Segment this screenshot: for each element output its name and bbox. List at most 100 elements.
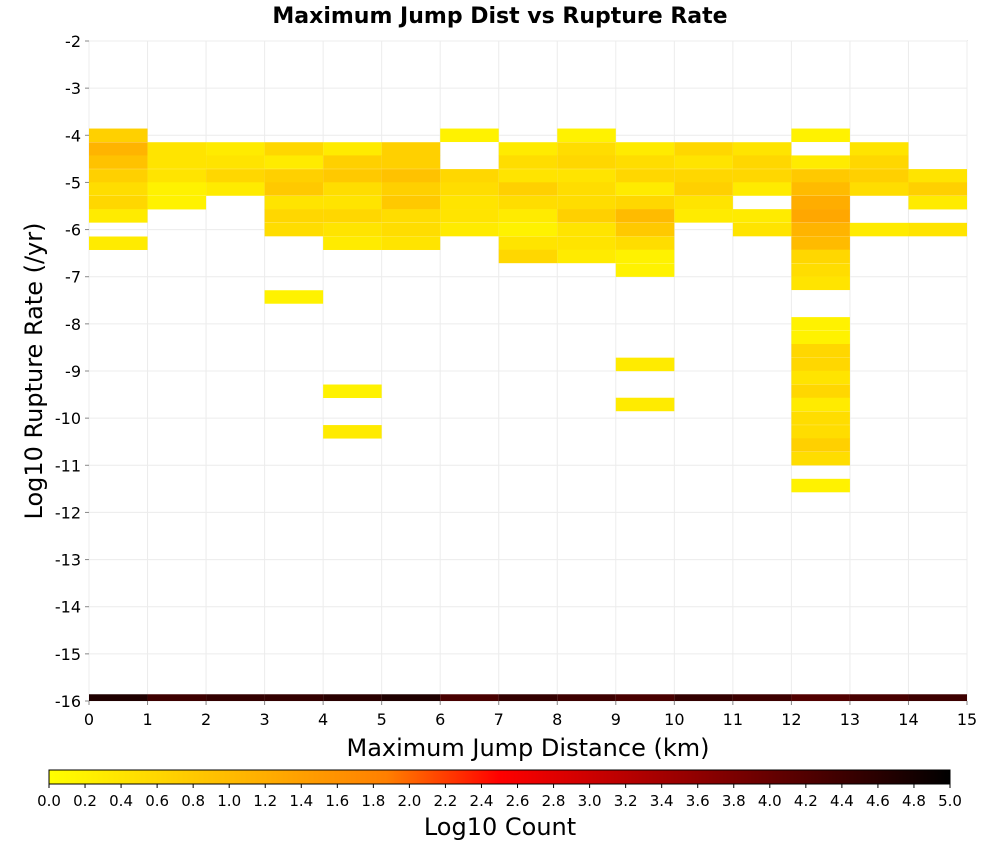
heatmap-cell	[440, 222, 499, 237]
x-tick-label: 12	[781, 710, 801, 729]
heatmap-cell	[440, 694, 499, 701]
heatmap-cell	[674, 142, 733, 156]
heatmap-cell	[323, 425, 382, 439]
heatmap-cell	[791, 169, 850, 183]
heatmap-cell	[381, 694, 441, 701]
heatmap-cell	[206, 142, 265, 156]
colorbar-tick-label: 5.0	[938, 792, 962, 810]
heatmap-cell	[732, 142, 792, 156]
heatmap-cell	[791, 128, 850, 143]
heatmap-cell	[323, 236, 382, 250]
heatmap-cell	[498, 209, 558, 223]
heatmap-cell	[791, 209, 850, 223]
colorbar-tick-label: 3.6	[686, 792, 710, 810]
colorbar-tick-label: 0.8	[181, 792, 205, 810]
colorbar	[48, 769, 951, 785]
heatmap-cell	[557, 236, 616, 250]
heatmap-cell	[147, 694, 207, 701]
x-tick-label: 7	[494, 710, 504, 729]
heatmap-cell	[323, 209, 382, 223]
heatmap-cell	[791, 249, 850, 264]
heatmap-cell	[89, 142, 148, 156]
heatmap-cell	[849, 155, 909, 169]
heatmap-cell	[264, 142, 324, 156]
heatmap-cell	[791, 397, 850, 412]
y-tick-label: -13	[55, 551, 81, 570]
heatmap-cell	[206, 155, 265, 169]
colorbar-tick-label: 1.2	[253, 792, 277, 810]
heatmap-cell	[557, 155, 616, 169]
heatmap-cell	[264, 155, 324, 169]
heatmap-cell	[498, 694, 558, 701]
heatmap-cell	[908, 195, 967, 210]
heatmap-cell	[791, 411, 850, 425]
heatmap-cell	[732, 209, 792, 223]
heatmap-cell	[615, 357, 675, 372]
heatmap-cell	[323, 182, 382, 196]
heatmap-cell	[557, 142, 616, 156]
heatmap-cell	[264, 209, 324, 223]
heatmap-cell	[381, 142, 441, 156]
y-tick-label: -14	[55, 598, 81, 617]
heatmap-cell	[498, 222, 558, 237]
heatmap-cells	[89, 128, 967, 701]
heatmap-cell	[89, 128, 148, 143]
x-tick-label: 15	[957, 710, 977, 729]
heatmap-cell	[323, 169, 382, 183]
colorbar-tick-label: 4.8	[902, 792, 926, 810]
colorbar-tick-label: 1.0	[217, 792, 241, 810]
colorbar-tick-label: 2.0	[397, 792, 421, 810]
heatmap-cell	[498, 236, 558, 250]
x-tick-label: 2	[201, 710, 211, 729]
heatmap-cell	[732, 169, 792, 183]
y-tick-label: -15	[55, 645, 81, 664]
y-tick-label: -5	[65, 173, 81, 192]
heatmap-cell	[89, 155, 148, 169]
heatmap-cell	[791, 343, 850, 358]
y-tick-label: -8	[65, 315, 81, 334]
y-tick-label: -2	[65, 32, 81, 51]
heatmap-cell	[908, 169, 967, 183]
heatmap-cell	[615, 169, 675, 183]
heatmap-cell	[791, 276, 850, 291]
colorbar-ticks: 0.0 0.2 0.4 0.6 0.8 1.0 1.2 1.4 1.6 1.8 2.0 2.2 2.4 2…	[37, 784, 962, 810]
heatmap-cell	[791, 182, 850, 196]
heatmap-cell	[323, 195, 382, 210]
heatmap-cell	[323, 155, 382, 169]
heatmap-cell	[89, 195, 148, 210]
colorbar-label: Log10 Count	[424, 813, 576, 841]
y-axis-label: Log10 Rupture Rate (/yr)	[20, 223, 48, 520]
heatmap-cell	[147, 182, 207, 196]
heatmap-cell	[264, 290, 324, 304]
heatmap-cell	[791, 330, 850, 345]
heatmap-cell	[147, 195, 207, 210]
heatmap-cell	[849, 222, 909, 237]
heatmap-cell	[498, 249, 558, 264]
heatmap-cell	[498, 182, 558, 196]
heatmap-cell	[615, 222, 675, 237]
x-tick-label: 3	[260, 710, 270, 729]
y-tick-label: -11	[55, 456, 81, 475]
colorbar-tick-label: 4.6	[866, 792, 890, 810]
y-tick-label: -4	[65, 126, 81, 145]
heatmap-cell	[381, 195, 441, 210]
heatmap-cell	[791, 478, 850, 493]
heatmap-cell	[147, 155, 207, 169]
colorbar-tick-label: 3.8	[722, 792, 746, 810]
heatmap-cell	[615, 195, 675, 210]
heatmap-cell	[498, 155, 558, 169]
heatmap-cell	[791, 694, 850, 701]
colorbar-tick-label: 0.6	[145, 792, 169, 810]
heatmap-cell	[849, 142, 909, 156]
heatmap-cell	[908, 222, 967, 237]
heatmap-cell	[264, 222, 324, 237]
colorbar-tick-label: 1.8	[361, 792, 385, 810]
heatmap-cell	[732, 694, 792, 701]
heatmap-cell	[147, 169, 207, 183]
heatmap-cell	[849, 694, 909, 701]
y-tick-label: -7	[65, 268, 81, 287]
heatmap-cell	[849, 169, 909, 183]
colorbar-tick-label: 3.2	[614, 792, 638, 810]
heatmap-cell	[615, 694, 675, 701]
heatmap-cell	[381, 182, 441, 196]
